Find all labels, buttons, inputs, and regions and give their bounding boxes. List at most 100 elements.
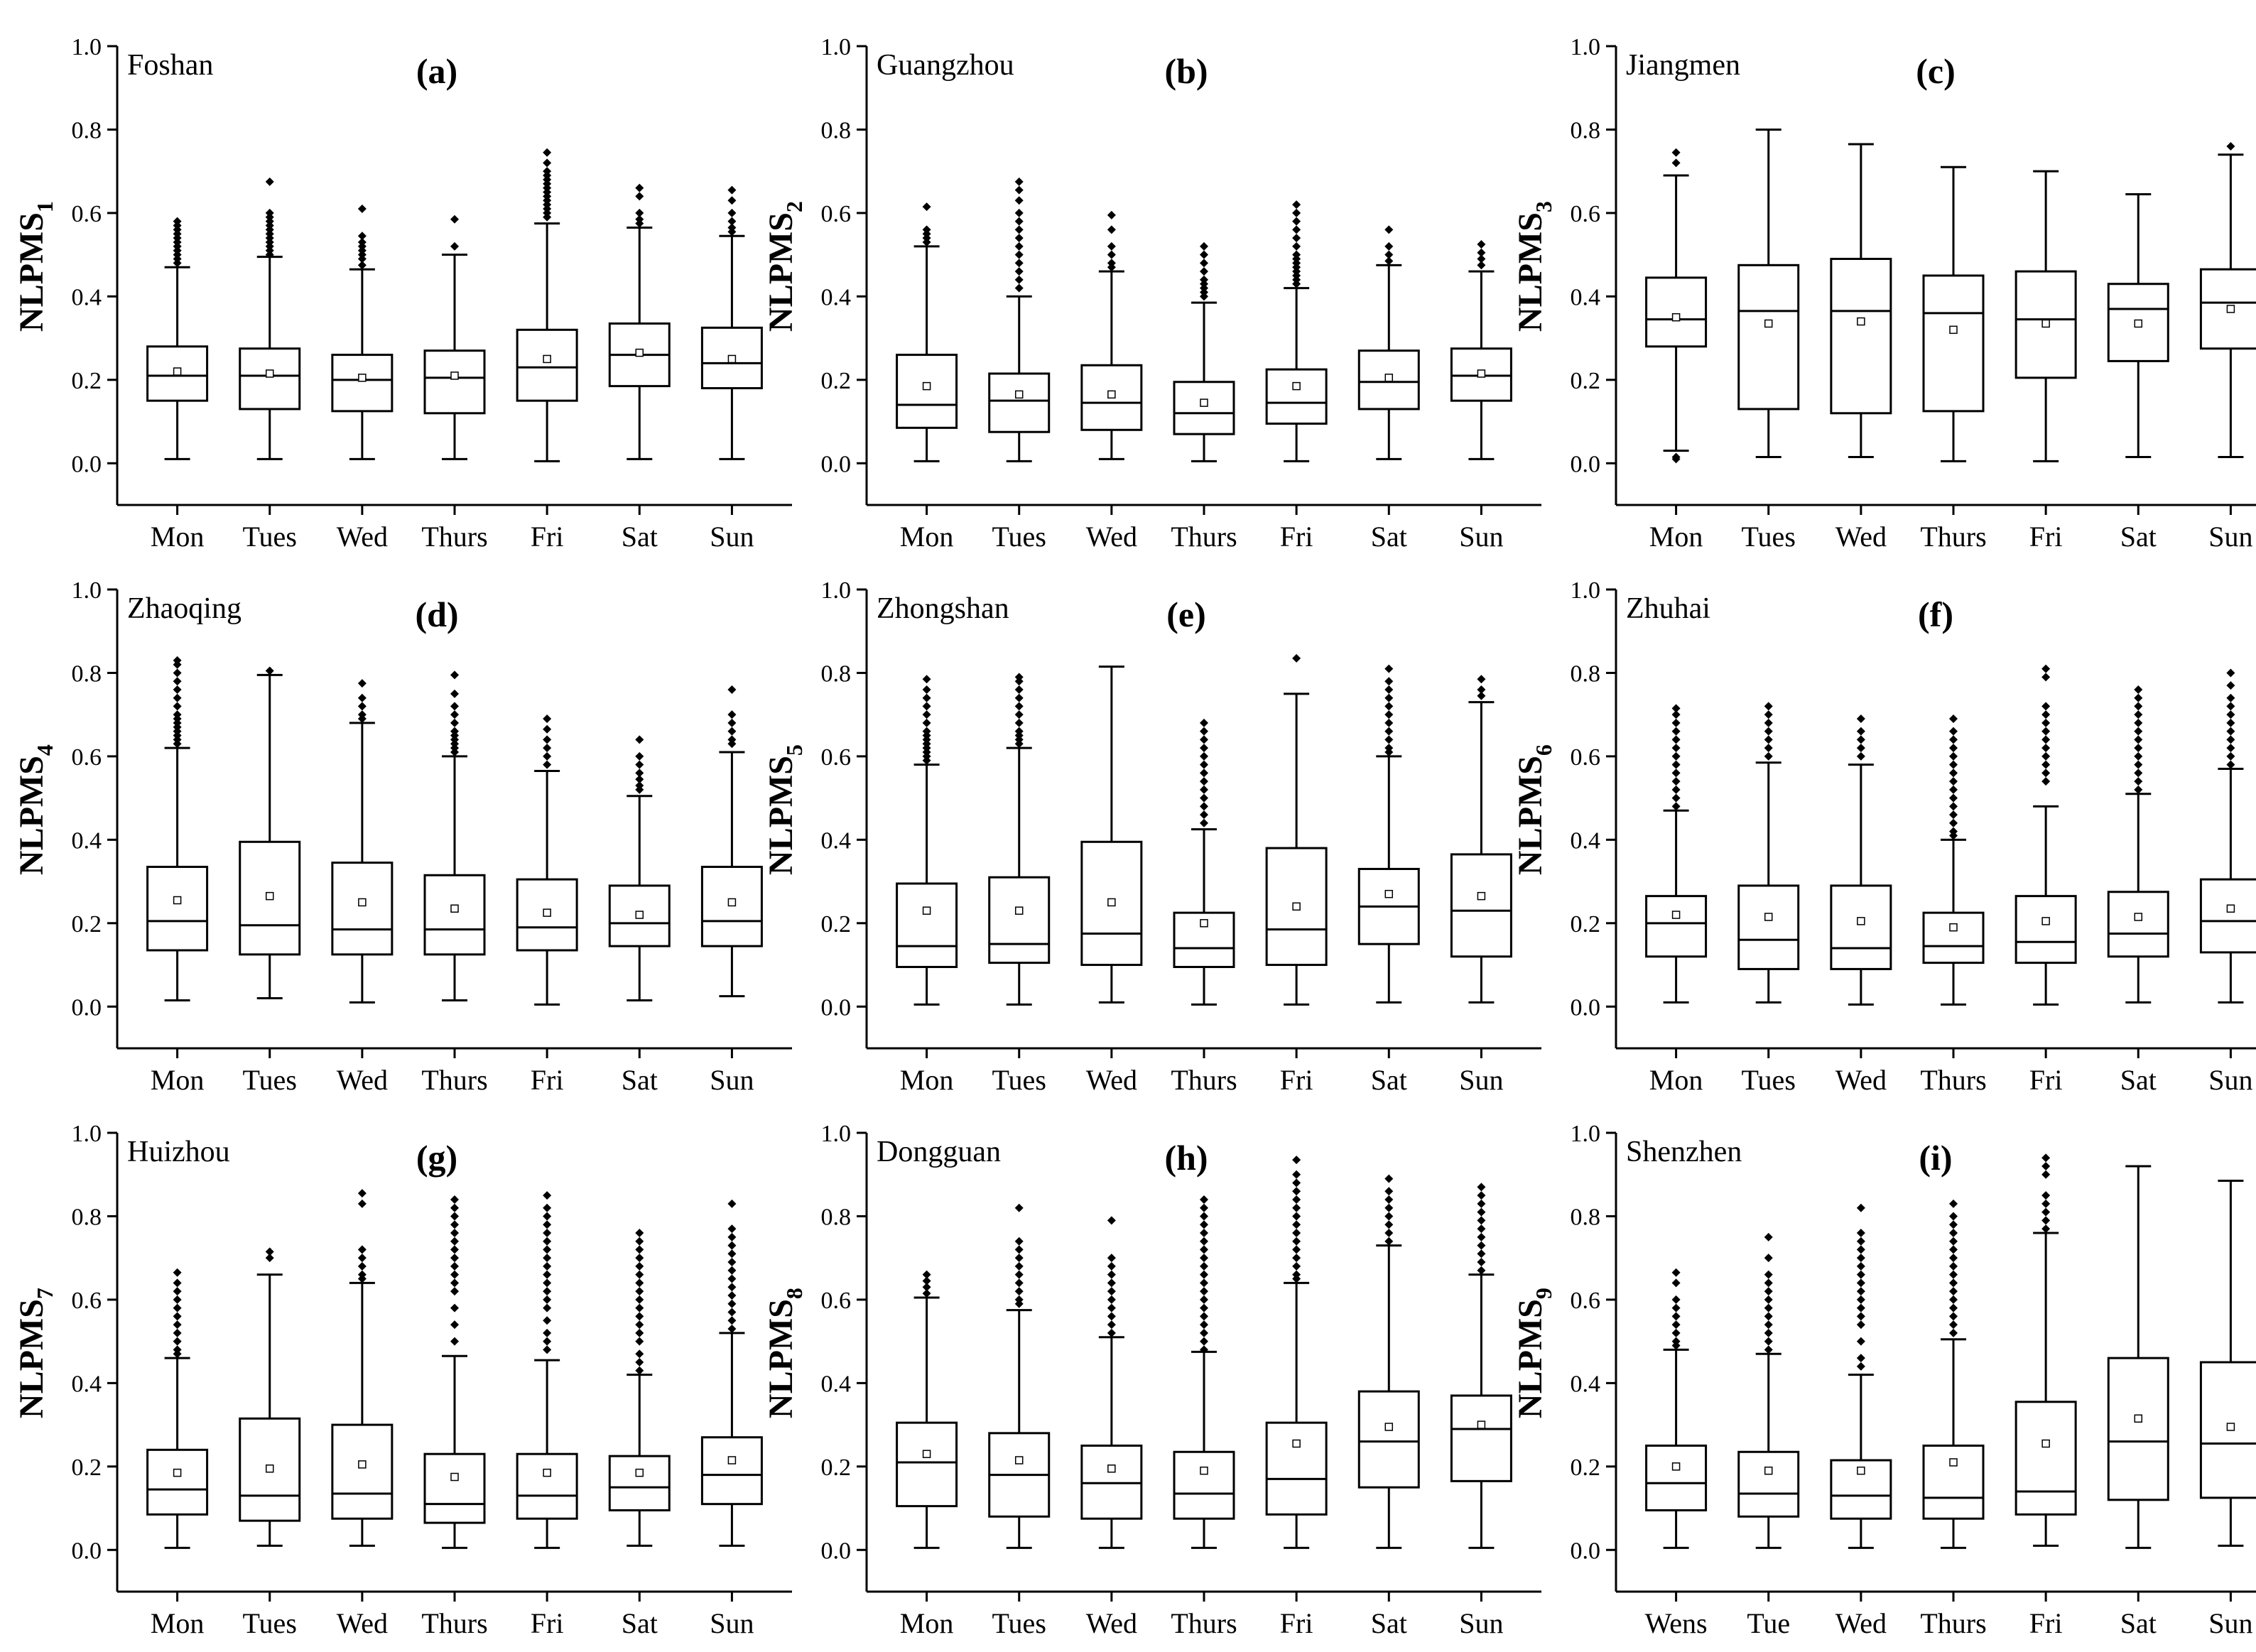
y-tick-label: 0.4 [72, 1371, 102, 1397]
box-fri: Fri [2014, 1153, 2077, 1639]
outlier-point [1477, 261, 1486, 270]
outlier-point [1200, 1254, 1208, 1263]
outlier-point [635, 183, 644, 192]
outlier-point [357, 1245, 367, 1254]
x-tick-label: Tues [1742, 521, 1796, 553]
outlier-point [1014, 1261, 1024, 1271]
outlier-point [922, 1283, 931, 1292]
box-sat: Sat [2107, 192, 2169, 553]
x-tick-label: Sun [1459, 521, 1503, 553]
mean-marker [173, 896, 182, 905]
x-tick-label: Wed [1086, 1064, 1137, 1096]
y-tick-label: 0.6 [1571, 201, 1601, 227]
outlier-point [1384, 225, 1394, 234]
outlier-point [1949, 810, 1958, 820]
city-label: Foshan [127, 49, 213, 82]
y-tick-label: 0.6 [72, 1288, 102, 1314]
y-tick-label: 0.6 [821, 201, 852, 227]
outlier-point [543, 1270, 552, 1279]
y-tick-label: 0.8 [821, 1204, 852, 1230]
iqr-box [1450, 853, 1512, 958]
outlier-point [543, 724, 552, 734]
outlier-point [1856, 727, 1865, 736]
panel-letter: (i) [1919, 1138, 1952, 1178]
outlier-point [1200, 1287, 1208, 1296]
mean-marker [543, 1468, 551, 1477]
mean-marker [1292, 1439, 1301, 1448]
outlier-point [1764, 1278, 1773, 1288]
panel-shenzhen: 0.0 0.2 0.4 0.6 0.8 1.0 NLPMS9 Shenzhen (i) Wens T… [1512, 1121, 2256, 1639]
outlier-point [1014, 1278, 1024, 1288]
y-tick-label: 0.2 [72, 368, 102, 394]
x-tick-label: Fri [2029, 1064, 2063, 1096]
outlier-point [1764, 751, 1773, 761]
box-sun: Sun [1450, 1183, 1512, 1639]
outlier-point [265, 208, 274, 217]
outlier-point [1856, 1362, 1865, 1371]
outlier-point [2226, 744, 2235, 753]
box-wens: Wens [1645, 1268, 1708, 1639]
mean-marker [265, 369, 274, 378]
x-tick-label: Fri [1280, 1607, 1313, 1639]
box-thurs: Thurs [1920, 165, 1987, 553]
x-tick-label: Fri [2029, 1607, 2063, 1639]
outlier-point [1671, 1303, 1681, 1313]
mean-marker [2134, 1414, 2143, 1423]
box-tues: Tues [988, 177, 1051, 553]
y-tick-label: 0.0 [821, 1538, 852, 1564]
mean-marker [1671, 313, 1681, 322]
outlier-point [543, 167, 552, 176]
mean-marker [1477, 369, 1486, 378]
x-tick-label: Sun [1459, 1607, 1503, 1639]
mean-marker [1671, 911, 1681, 919]
outlier-point [2041, 710, 2051, 719]
outlier-point [1477, 1232, 1486, 1241]
outlier-point [635, 760, 644, 769]
y-axis-title-main: NLPMS [13, 1299, 50, 1418]
mean-marker [727, 898, 737, 907]
outlier-point [1200, 777, 1208, 786]
outlier-point [2226, 760, 2235, 769]
outlier-point [173, 1287, 182, 1296]
outlier-point [1477, 1258, 1486, 1267]
box-fri: Fri [1265, 653, 1328, 1096]
outlier-point [1949, 1320, 1958, 1330]
iqr-box [1173, 1450, 1235, 1520]
outlier-point [543, 1237, 552, 1246]
y-tick-label: 0.4 [1571, 827, 1601, 854]
outlier-point [727, 1299, 737, 1308]
x-tick-label: Fri [531, 1607, 564, 1639]
outlier-point [1949, 1328, 1958, 1337]
outlier-point [1107, 1261, 1116, 1271]
iqr-box [2107, 1357, 2169, 1501]
outlier-point [727, 685, 737, 694]
outlier-point [1671, 1268, 1681, 1277]
outlier-point [1200, 1320, 1208, 1330]
outlier-point [1200, 267, 1208, 276]
x-tick-label: Sun [2208, 1607, 2252, 1639]
outlier-point [450, 241, 459, 251]
outlier-point [1107, 259, 1116, 268]
x-tick-label: Mon [1649, 521, 1703, 553]
outlier-point [1014, 225, 1024, 234]
outlier-point [1949, 1199, 1958, 1208]
box-sat: Sat [608, 1228, 671, 1639]
box-sat: Sat [608, 735, 671, 1096]
y-tick-label: 0.2 [821, 911, 852, 938]
outlier-point [1949, 1245, 1958, 1254]
outlier-point [1384, 250, 1394, 259]
outlier-point [1200, 1203, 1208, 1212]
outlier-point [450, 1245, 459, 1254]
outlier-point [1384, 1220, 1394, 1229]
mean-marker [1671, 1462, 1681, 1471]
outlier-point [1671, 777, 1681, 786]
x-tick-label: Thurs [1920, 1064, 1986, 1096]
outlier-point [173, 677, 182, 686]
outlier-point [922, 702, 931, 711]
box-tues: Tues [988, 673, 1051, 1096]
outlier-point [1949, 714, 1958, 724]
x-tick-label: Tues [243, 521, 297, 553]
outlier-point [1949, 1295, 1958, 1304]
y-tick-label: 1.0 [821, 1121, 852, 1147]
y-tick-label: 0.0 [72, 451, 102, 477]
